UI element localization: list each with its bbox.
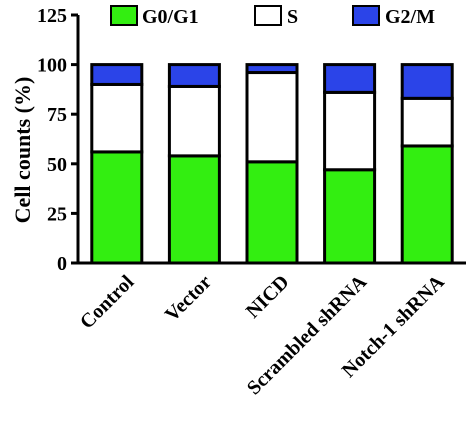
y-tick-label: 75 bbox=[47, 104, 67, 126]
bar-group bbox=[323, 63, 377, 265]
bar-group bbox=[90, 63, 144, 265]
bar-segment bbox=[323, 63, 377, 94]
legend-swatch bbox=[254, 5, 282, 26]
legend-item: G2/M bbox=[352, 5, 435, 28]
y-axis-title: Cell counts (%) bbox=[10, 77, 35, 224]
bar-segment bbox=[167, 154, 221, 265]
legend-item: G0/G1 bbox=[110, 5, 199, 28]
bar-segment bbox=[90, 63, 144, 86]
x-tick-label: NICD bbox=[242, 271, 294, 323]
legend: G0/G1 S G2/M bbox=[110, 5, 435, 28]
bar-segment bbox=[245, 63, 299, 75]
y-tick-label: 50 bbox=[47, 154, 67, 176]
bar-segment bbox=[245, 71, 299, 164]
x-tick-label: Control bbox=[76, 271, 139, 334]
bar-group bbox=[167, 63, 221, 265]
legend-label: S bbox=[287, 6, 298, 28]
bars bbox=[90, 63, 454, 265]
bar-segment bbox=[90, 150, 144, 265]
y-axis: 0 25 50 75 100 125 bbox=[37, 5, 80, 275]
x-tick-label: Vector bbox=[161, 271, 216, 326]
bar-segment bbox=[400, 63, 454, 100]
y-tick-label: 100 bbox=[37, 55, 67, 77]
bar-group bbox=[400, 63, 454, 265]
bar-segment bbox=[400, 96, 454, 148]
y-tick-label: 0 bbox=[57, 253, 67, 275]
bar-segment bbox=[167, 84, 221, 158]
legend-swatch bbox=[352, 5, 380, 26]
legend-item: S bbox=[254, 5, 298, 28]
bar-segment bbox=[323, 90, 377, 172]
bar-segment bbox=[323, 168, 377, 265]
y-tick-label: 25 bbox=[47, 203, 67, 225]
legend-label: G0/G1 bbox=[142, 6, 199, 28]
y-tick-label: 125 bbox=[37, 5, 67, 27]
bar-segment bbox=[245, 160, 299, 265]
bar-segment bbox=[400, 144, 454, 265]
legend-swatch bbox=[110, 5, 138, 26]
bar-segment bbox=[90, 82, 144, 154]
bar-group bbox=[245, 63, 299, 265]
legend-label: G2/M bbox=[385, 6, 435, 28]
bar-segment bbox=[167, 63, 221, 88]
